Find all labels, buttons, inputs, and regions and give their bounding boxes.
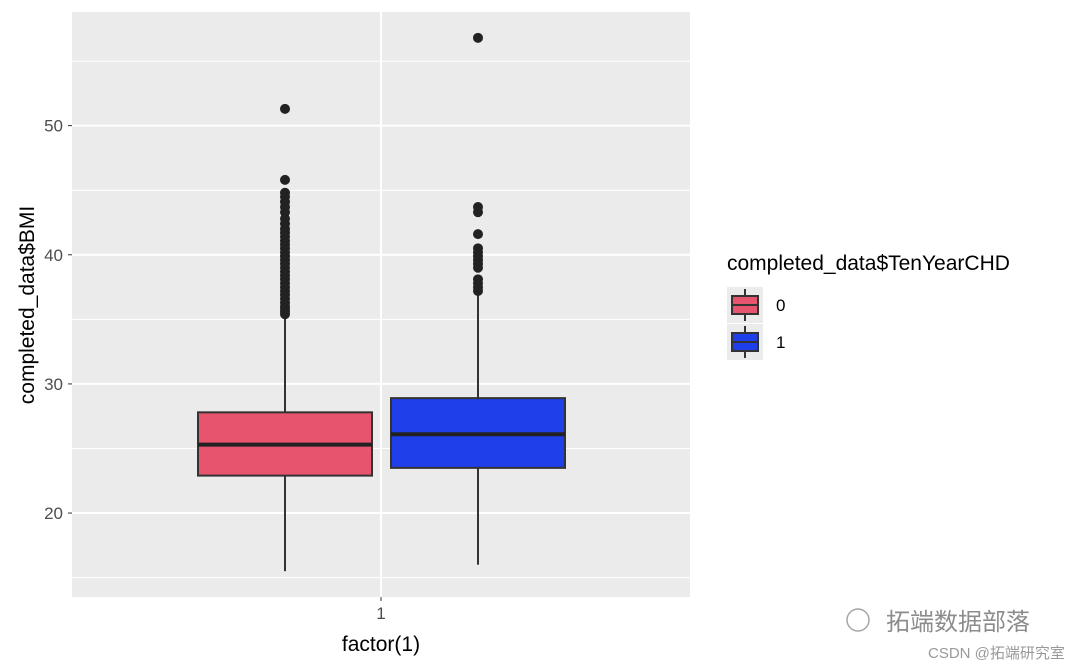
y-axis-ticks: 20 30 40 50: [44, 117, 72, 523]
watermark-line1: 拓端数据部落: [886, 609, 1030, 636]
y-tick-label: 20: [44, 504, 63, 523]
boxes: [197, 32, 566, 572]
legend: completed_data$TenYearCHD 0 1: [727, 252, 1010, 360]
y-axis-label: completed_data$BMI: [16, 206, 39, 404]
outlier-point: [280, 187, 290, 198]
legend-key-0: 0: [727, 287, 785, 323]
legend-title: completed_data$TenYearCHD: [727, 252, 1010, 275]
watermark: 拓端数据部落 CSDN @拓端研究室: [846, 608, 1065, 662]
y-tick-label: 30: [44, 375, 63, 394]
box-group-0: [197, 103, 373, 572]
x-axis-label: factor(1): [342, 633, 420, 656]
outlier-point: [280, 174, 290, 185]
watermark-line2: CSDN @拓端研究室: [928, 645, 1065, 662]
legend-label: 1: [776, 333, 785, 352]
legend-label: 0: [776, 296, 785, 315]
y-tick-label: 40: [44, 246, 63, 265]
y-tick-label: 50: [44, 117, 63, 136]
outlier-point: [280, 103, 290, 114]
outlier-point: [473, 229, 483, 240]
legend-key-1: 1: [727, 324, 785, 360]
x-tick-label: 1: [376, 604, 385, 623]
outlier-point: [473, 274, 483, 285]
box-group-1: [390, 32, 566, 565]
outlier-point: [473, 202, 483, 212]
gridlines: [72, 12, 690, 597]
wechat-icon: [846, 608, 870, 632]
outlier-point: [473, 32, 483, 43]
outlier-point: [473, 243, 483, 254]
